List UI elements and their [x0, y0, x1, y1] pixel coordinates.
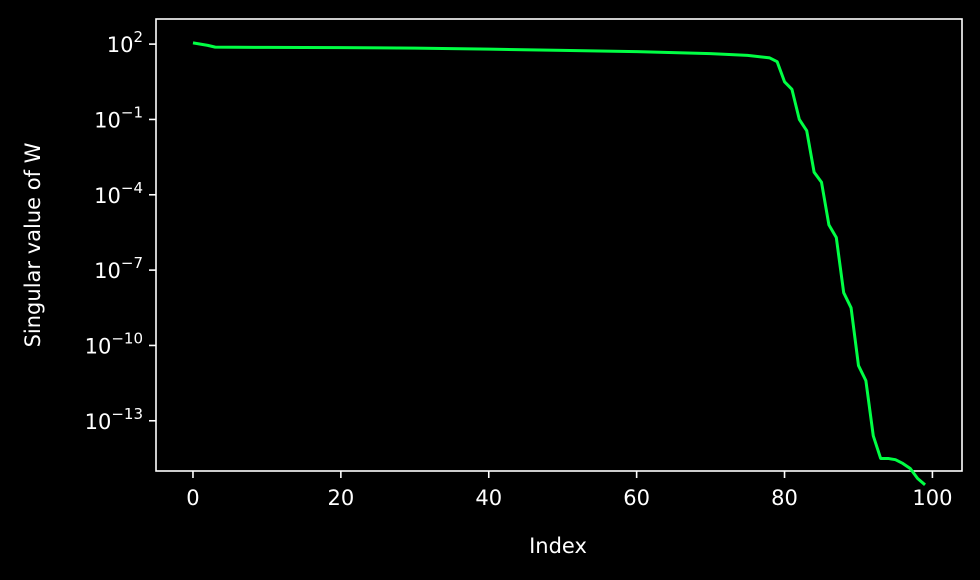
x-tick-label-2: 40: [475, 486, 502, 510]
x-tick-label-0: 0: [186, 486, 199, 510]
y-tick-label-3: 10−7: [94, 254, 143, 283]
x-tick-label-3: 60: [623, 486, 650, 510]
series-line-singular-values: [192, 41, 927, 486]
y-tick-label-5: 10−13: [85, 405, 143, 434]
x-axis-ticks: 0 20 40 60 80 100: [186, 471, 952, 510]
y-tick-label-1: 10−1: [94, 103, 143, 132]
plot-area: [155, 18, 963, 472]
y-axis-label: Singular value of W: [21, 142, 45, 347]
y-axis-ticks: 102 10−1 10−4 10−7 10−10 10−13: [85, 28, 156, 434]
y-tick-label-2: 10−4: [94, 179, 143, 208]
x-tick-label-1: 20: [327, 486, 354, 510]
y-tick-label-4: 10−10: [85, 329, 143, 358]
x-tick-label-5: 100: [912, 486, 952, 510]
y-tick-label-0: 102: [107, 28, 143, 57]
x-tick-label-4: 80: [771, 486, 798, 510]
x-axis-label: Index: [529, 534, 587, 558]
